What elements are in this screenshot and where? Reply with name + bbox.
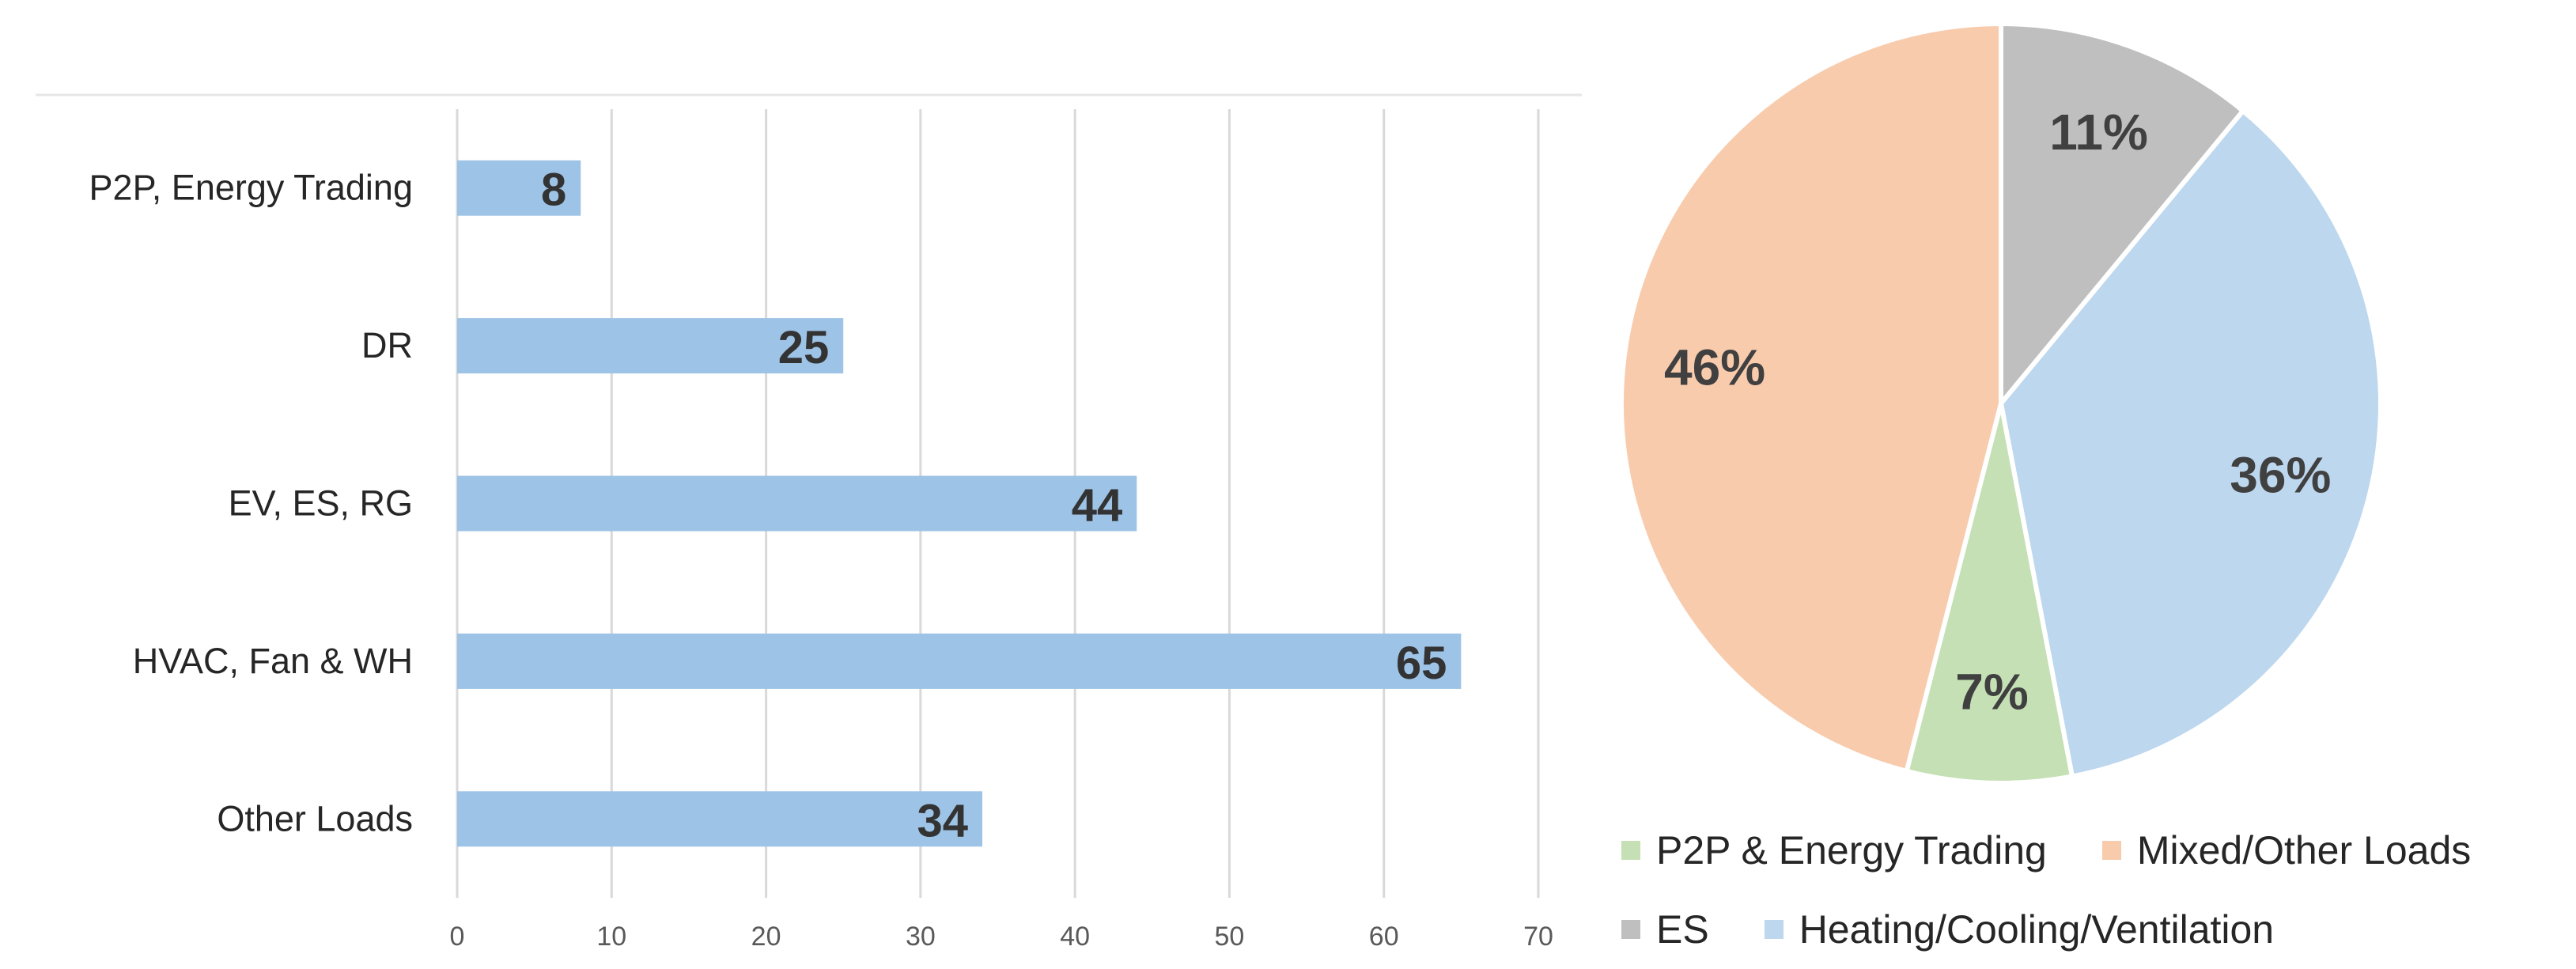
x-tick-label: 40 — [1060, 922, 1090, 952]
pie-legend: P2P & Energy Trading Mixed/Other Loads E… — [1621, 811, 2570, 969]
x-tick-label: 50 — [1215, 922, 1245, 952]
legend-swatch — [1764, 920, 1784, 939]
legend-label: P2P & Energy Trading — [1656, 828, 2047, 872]
x-tick-label: 70 — [1523, 922, 1553, 952]
bar-category-labels: P2P, Energy Trading DR EV, ES, RG HVAC, Fan… — [89, 168, 413, 839]
legend-label: Heating/Cooling/Ventilation — [1799, 907, 2275, 952]
category-label: P2P, Energy Trading — [89, 168, 413, 208]
legend-label: ES — [1656, 907, 1709, 952]
bar-value-label: 34 — [917, 795, 968, 846]
legend-swatch — [2101, 841, 2121, 860]
category-label: DR — [361, 325, 413, 365]
pie-data-labels: 11% 36% 7% 46% — [1664, 104, 2331, 721]
category-label: EV, ES, RG — [229, 483, 413, 524]
bar-x-tick-labels: 0 10 20 30 40 50 60 70 — [450, 922, 1553, 952]
bar-value-label: 44 — [1072, 480, 1123, 532]
pie-slice — [1998, 107, 2383, 780]
bar-data-labels: 8 25 44 65 34 — [541, 165, 1447, 847]
bar-value-label: 8 — [541, 165, 566, 216]
legend-item-hvac: Heating/Cooling/Ventilation — [1764, 907, 2275, 952]
legend-label: Mixed/Other Loads — [2136, 828, 2472, 872]
legend-item-es: ES — [1621, 907, 1709, 952]
bar-value-label: 25 — [778, 322, 830, 373]
pie-slice — [1999, 21, 2247, 411]
legend-row: P2P & Energy Trading Mixed/Other Loads — [1621, 811, 2570, 890]
pie-value-label: 11% — [2049, 104, 2148, 161]
pie-slices — [1619, 21, 2383, 785]
bar — [457, 475, 1137, 532]
legend-row: ES Heating/Cooling/Ventilation — [1621, 890, 2570, 969]
pie-slice — [1903, 403, 2075, 785]
pie-value-label: 46% — [1664, 339, 1765, 396]
bar — [457, 791, 982, 847]
x-tick-label: 10 — [596, 922, 626, 952]
bar-series — [457, 160, 1462, 847]
x-tick-label: 20 — [751, 922, 781, 952]
pie-value-label: 7% — [1955, 664, 2029, 721]
x-tick-label: 60 — [1369, 922, 1399, 952]
x-tick-label: 30 — [906, 922, 936, 952]
legend-swatch — [1621, 841, 1640, 860]
pie-value-label: 36% — [2230, 447, 2331, 504]
x-tick-label: 0 — [450, 922, 465, 952]
legend-item-mixed-loads: Mixed/Other Loads — [2101, 827, 2472, 873]
legend-swatch — [1621, 920, 1640, 939]
pie-slice — [1619, 21, 2003, 774]
category-label: HVAC, Fan & WH — [133, 641, 413, 681]
bar — [457, 318, 844, 374]
bar-chart: 0 10 20 30 40 50 60 70 P2P, Energy Trading DR EV,… — [36, 93, 1582, 952]
bar-value-label: 65 — [1396, 638, 1447, 689]
category-label: Other Loads — [217, 798, 413, 838]
pie-chart: 11% 36% 7% 46% — [1619, 21, 2383, 785]
bar — [457, 633, 1462, 689]
legend-item-p2p: P2P & Energy Trading — [1621, 827, 2047, 873]
bar — [457, 160, 581, 216]
